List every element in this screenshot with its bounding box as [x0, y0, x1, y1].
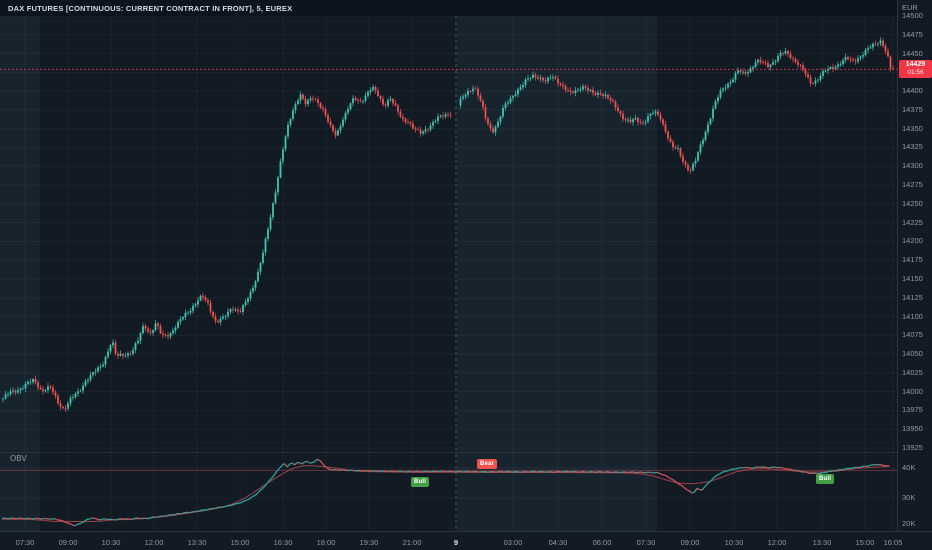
price-tick-label: 13925	[902, 442, 923, 452]
obv-line-series	[0, 458, 897, 527]
time-tick-label: 07:30	[15, 538, 35, 547]
time-tick-label: 10:30	[101, 538, 121, 547]
time-tick-label: 04:30	[548, 538, 568, 547]
time-tick-label: 13:30	[812, 538, 832, 547]
price-tick-label: 14125	[902, 292, 923, 302]
obv-tick-label: 20K	[902, 519, 916, 528]
obv-tick-label: 40K	[902, 463, 916, 472]
session-band	[0, 16, 40, 531]
price-tick-label: 14150	[902, 273, 923, 283]
time-tick-label: 09:00	[680, 538, 700, 547]
time-tick-label: 10:30	[724, 538, 744, 547]
price-tick-label: 14000	[902, 386, 923, 396]
price-axis[interactable]: EUR 14429 01:56 145001447514450144251440…	[897, 0, 932, 531]
price-tick-label: 14375	[902, 104, 923, 114]
price-tick-label: 13950	[902, 424, 923, 434]
price-tick-label: 14075	[902, 330, 923, 340]
price-tick-label: 14050	[902, 349, 923, 359]
time-tick-label: 15:00	[855, 538, 875, 547]
day-marker-label: 9	[453, 538, 459, 547]
time-tick-label: 16:05	[883, 538, 903, 547]
signal-badge-bear: Bear	[477, 459, 498, 469]
time-tick-label: 09:00	[58, 538, 78, 547]
time-tick-label: 03:00	[503, 538, 523, 547]
price-tick-label: 14400	[902, 86, 923, 96]
price-tick-label: 14500	[902, 11, 923, 20]
price-tick-label: 14300	[902, 161, 923, 171]
time-tick-label: 18:00	[316, 538, 336, 547]
currency-label: EUR	[902, 3, 918, 12]
last-price-value: 14429	[905, 61, 926, 69]
price-tick-label: 14325	[902, 142, 923, 152]
time-tick-label: 16:30	[273, 538, 293, 547]
last-price-badge: 14429 01:56	[899, 60, 932, 79]
time-axis[interactable]: 07:30 09:00 10:30 12:00 13:30 15:00 16:30 18:00…	[0, 531, 932, 550]
time-tick-label: 07:30	[636, 538, 656, 547]
time-tick-label: 21:00	[402, 538, 422, 547]
signal-badge-bull: Bull	[411, 477, 430, 487]
candlestick-series	[2, 37, 894, 412]
time-tick-label: 13:30	[187, 538, 207, 547]
price-tick-label: 14275	[902, 180, 923, 190]
price-tick-label: 14450	[902, 48, 923, 58]
price-tick-label: 14025	[902, 367, 923, 377]
time-tick-label: 06:00	[592, 538, 612, 547]
chart-header: DAX FUTURES [CONTINUOUS: CURRENT CONTRAC…	[0, 0, 897, 16]
price-tick-label: 14350	[902, 123, 923, 133]
pane-divider[interactable]	[0, 452, 932, 453]
time-tick-label: 12:00	[767, 538, 787, 547]
obv-tick-label: 30K	[902, 493, 916, 502]
grid-lines	[0, 15, 897, 531]
price-tick-label: 13975	[902, 405, 923, 415]
symbol-title[interactable]: DAX FUTURES [CONTINUOUS: CURRENT CONTRAC…	[8, 3, 293, 13]
price-tick-label: 14225	[902, 217, 923, 227]
price-tick-label: 14200	[902, 236, 923, 246]
price-tick-label: 14250	[902, 198, 923, 208]
price-tick-label: 14475	[902, 29, 923, 39]
time-tick-label: 19:30	[359, 538, 379, 547]
price-tick-label: 14175	[902, 255, 923, 265]
price-tick-label: 14100	[902, 311, 923, 321]
signal-badge-bull: Bull	[816, 474, 835, 484]
bar-countdown: 01:56	[907, 69, 924, 77]
session-band	[457, 16, 657, 531]
obv-indicator-label[interactable]: OBV	[10, 454, 27, 463]
time-tick-label: 15:00	[230, 538, 250, 547]
time-tick-label: 12:00	[144, 538, 164, 547]
